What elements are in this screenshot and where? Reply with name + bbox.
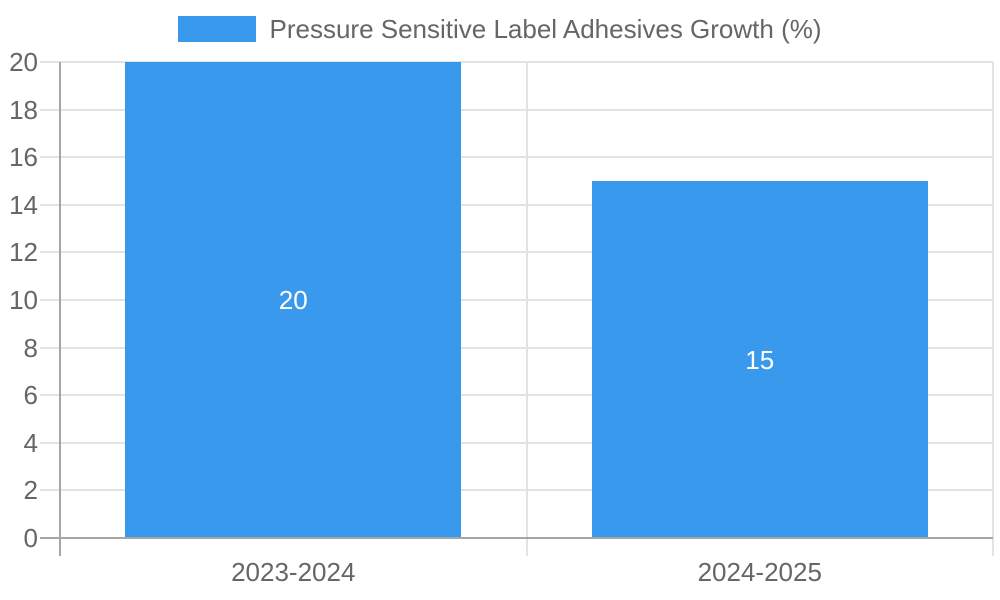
gridline-horizontal xyxy=(40,251,993,254)
legend-label: Pressure Sensitive Label Adhesives Growt… xyxy=(269,14,822,44)
gridline-horizontal xyxy=(40,108,993,111)
gridline-horizontal xyxy=(40,346,993,349)
y-axis-tick-label: 2 xyxy=(23,475,38,506)
gridline-horizontal xyxy=(40,61,993,63)
y-axis-tick-label: 6 xyxy=(23,380,38,411)
bar-value-label: 20 xyxy=(278,285,308,315)
gridline-horizontal xyxy=(40,203,993,206)
gridline-horizontal xyxy=(40,156,993,159)
y-axis-tick-label: 0 xyxy=(23,523,38,553)
y-axis-tick-label: 4 xyxy=(23,427,38,458)
y-axis-tick-label: 20 xyxy=(9,47,38,77)
gridline-horizontal xyxy=(40,489,993,492)
chart-legend: Pressure Sensitive Label Adhesives Growt… xyxy=(0,16,1000,42)
legend-swatch xyxy=(178,16,257,42)
bar[interactable] xyxy=(125,62,462,537)
x-axis-tick-label: 2023-2024 xyxy=(231,557,356,587)
y-axis-line xyxy=(59,62,61,556)
y-axis-tick-label: 8 xyxy=(23,332,38,363)
gridline-horizontal xyxy=(40,441,993,444)
gridline-horizontal xyxy=(40,394,993,397)
plot-area: 0 2 4 6 8 10 12 14 16 18 20 20 2023-2024 15 2024-2025 xyxy=(9,49,994,585)
y-axis-tick-label: 16 xyxy=(9,142,38,173)
gridline-horizontal xyxy=(40,299,993,301)
bar-value-label: 15 xyxy=(745,344,775,375)
gridline-vertical xyxy=(525,62,528,556)
y-axis-tick-label: 12 xyxy=(9,237,38,268)
bar[interactable] xyxy=(591,181,928,537)
gridline-vertical xyxy=(992,62,994,556)
legend-item[interactable]: Pressure Sensitive Label Adhesives Growt… xyxy=(178,14,822,44)
y-axis-tick-label: 18 xyxy=(9,94,38,125)
x-axis-line xyxy=(40,537,993,539)
y-axis-tick-label: 14 xyxy=(9,189,38,220)
x-axis-tick-label: 2024-2025 xyxy=(697,557,822,587)
y-axis-tick-label: 10 xyxy=(9,285,38,315)
